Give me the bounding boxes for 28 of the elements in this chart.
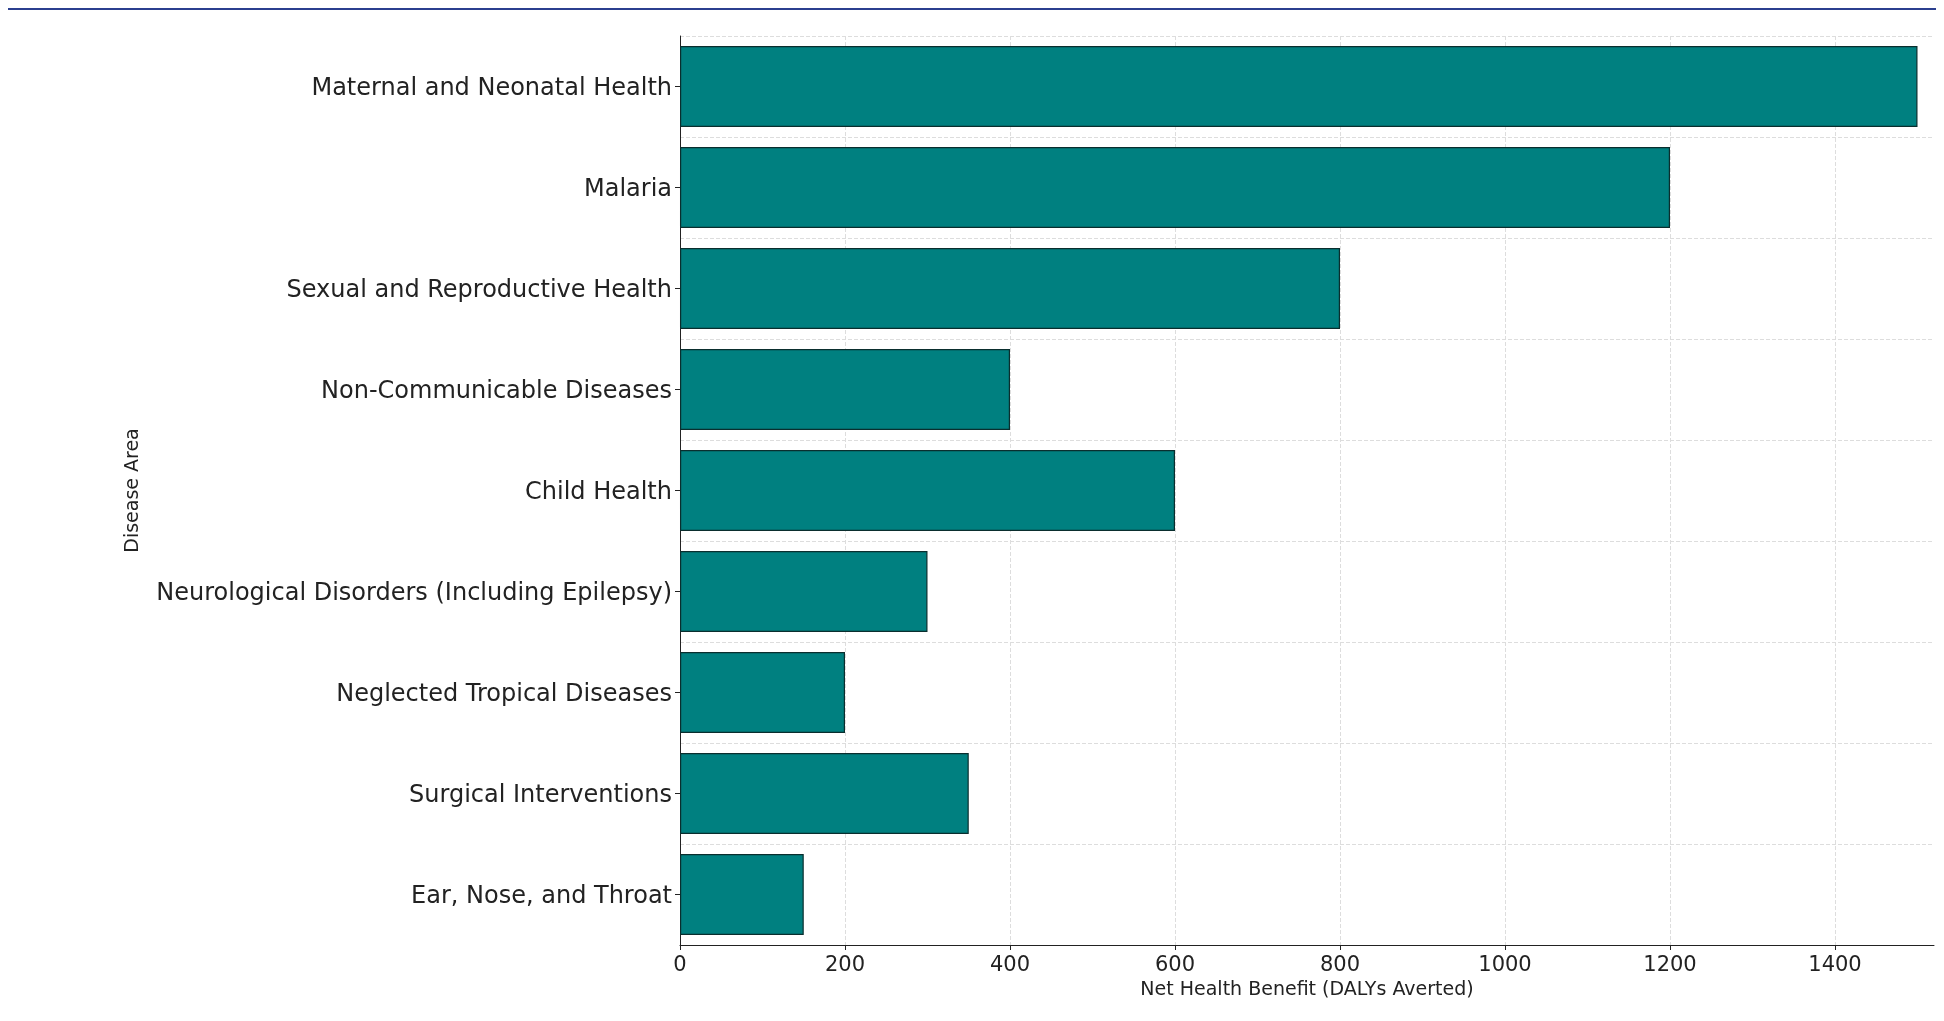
bar	[680, 147, 1670, 228]
y-tick-label: Neurological Disorders (Including Epilepsy)	[156, 577, 672, 606]
x-tick-label: 1400	[1808, 951, 1862, 976]
x-axis-title: Net Health Benefit (DALYs Averted)	[1140, 977, 1474, 1000]
y-axis-title: Disease Area	[119, 428, 142, 553]
y-tick-label: Surgical Interventions	[409, 779, 672, 808]
x-tick-label: 800	[1319, 951, 1361, 976]
bar	[680, 349, 1010, 430]
x-tick-label: 0	[673, 951, 687, 976]
bar	[680, 652, 845, 733]
x-tick-label: 600	[1154, 951, 1196, 976]
x-tick-label: 200	[824, 951, 866, 976]
y-tick-label: Child Health	[525, 476, 672, 505]
y-tick-label: Non-Communicable Diseases	[321, 375, 672, 404]
bar	[680, 854, 804, 935]
bar	[680, 551, 928, 632]
x-tick-label: 1200	[1643, 951, 1697, 976]
bar	[680, 753, 969, 834]
y-tick-label: Maternal and Neonatal Health	[311, 72, 672, 101]
x-tick-label: 1000	[1478, 951, 1532, 976]
bar	[680, 46, 1918, 127]
y-tick-label: Ear, Nose, and Throat	[411, 880, 672, 909]
y-tick-label: Neglected Tropical Diseases	[336, 678, 672, 707]
bar	[680, 450, 1175, 531]
x-tick-label: 400	[989, 951, 1031, 976]
y-tick-label: Malaria	[583, 173, 672, 202]
bar	[680, 248, 1340, 329]
y-tick-label: Sexual and Reproductive Health	[286, 274, 672, 303]
